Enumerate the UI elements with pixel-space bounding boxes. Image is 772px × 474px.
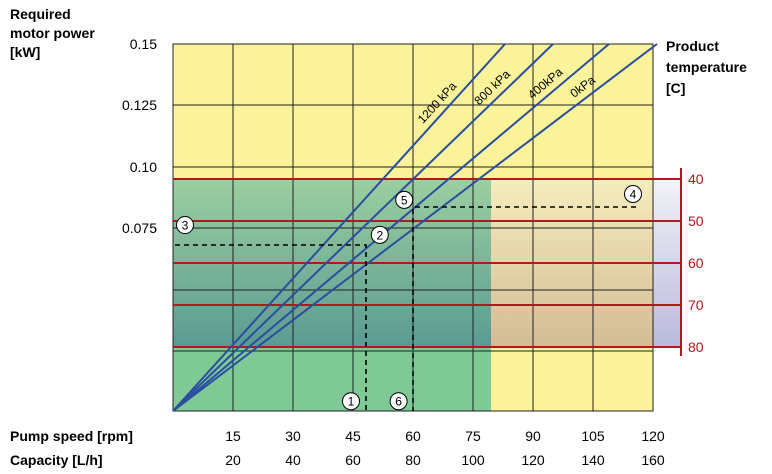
speed-tick-1: 30 xyxy=(285,428,301,444)
marker-1: 1 xyxy=(342,392,360,411)
marker-5: 5 xyxy=(395,190,414,209)
speed-tick-5: 90 xyxy=(525,428,541,444)
capacity-tick-0: 20 xyxy=(225,452,241,468)
marker-circle-5 xyxy=(395,190,414,209)
speed-tick-3: 60 xyxy=(405,428,421,444)
temperature-tick-0: 40 xyxy=(688,171,704,187)
capacity-tick-4: 100 xyxy=(461,452,485,468)
y-axis-title-line-2: motor power xyxy=(10,25,95,41)
series-line-1200-kpa xyxy=(172,43,506,412)
speed-tick-2: 45 xyxy=(345,428,361,444)
marker-circle-1 xyxy=(342,392,360,411)
marker-circle-2 xyxy=(370,225,389,244)
series-layer xyxy=(172,43,658,412)
marker-2: 2 xyxy=(370,225,389,244)
temperature-tick-2: 60 xyxy=(688,255,704,271)
speed-tick-0: 15 xyxy=(225,428,241,444)
marker-label-4: 4 xyxy=(630,187,637,201)
dashed-guide-high xyxy=(412,206,636,411)
marker-label-6: 6 xyxy=(395,395,402,409)
temperature-title-line-2: temperature xyxy=(666,59,747,75)
marker-label-3: 3 xyxy=(182,219,189,233)
temperature-tick-3: 70 xyxy=(688,297,704,313)
temperature-axis-title: Product temperature [C] xyxy=(666,38,747,96)
markers: 1 2 3 4 5 6 xyxy=(176,184,642,411)
capacity-tick-2: 60 xyxy=(345,452,361,468)
x-capacity-tick-labels: 20 40 60 80 100 120 140 160 xyxy=(225,452,665,468)
marker-4: 4 xyxy=(624,184,642,203)
marker-6: 6 xyxy=(389,392,408,411)
marker-label-5: 5 xyxy=(401,193,408,207)
y-axis-title: Required motor power [kW] xyxy=(10,6,95,60)
y-tick-0: 0.15 xyxy=(130,36,157,52)
temperature-tick-4: 80 xyxy=(688,339,704,355)
y-tick-labels: 0.15 0.125 0.10 0.075 xyxy=(122,36,157,236)
capacity-tick-1: 40 xyxy=(285,452,301,468)
temperature-tick-1: 50 xyxy=(688,213,704,229)
dashed-guide-low xyxy=(175,244,367,411)
x-axis-title-capacity: Capacity [L/h] xyxy=(10,452,103,468)
temperature-title-line-1: Product xyxy=(666,38,719,54)
series-line-800-kpa xyxy=(172,43,554,412)
marker-3: 3 xyxy=(176,216,194,235)
marker-label-2: 2 xyxy=(376,228,383,242)
y-axis-title-line-3: [kW] xyxy=(10,44,40,60)
y-axis-title-line-1: Required xyxy=(10,6,71,22)
series-line-400kpa xyxy=(172,43,610,412)
x-axis-title-speed: Pump speed [rpm] xyxy=(10,428,133,444)
capacity-tick-3: 80 xyxy=(405,452,421,468)
marker-circle-4 xyxy=(624,184,642,203)
marker-label-1: 1 xyxy=(348,395,355,409)
capacity-tick-6: 140 xyxy=(581,452,605,468)
y-tick-3: 0.075 xyxy=(122,220,157,236)
capacity-tick-7: 160 xyxy=(641,452,665,468)
temperature-tick-labels: 40 50 60 70 80 xyxy=(688,171,704,355)
speed-tick-6: 105 xyxy=(581,428,605,444)
dashed-guides xyxy=(175,206,636,411)
series-line-0kpa xyxy=(172,43,658,412)
capacity-tick-5: 120 xyxy=(521,452,545,468)
y-tick-2: 0.10 xyxy=(130,159,157,175)
speed-tick-4: 75 xyxy=(465,428,481,444)
marker-circle-3 xyxy=(176,216,194,235)
marker-circle-6 xyxy=(389,392,408,411)
temperature-title-line-3: [C] xyxy=(666,80,685,96)
y-tick-1: 0.125 xyxy=(122,97,157,113)
x-speed-tick-labels: 15 30 45 60 75 90 105 120 xyxy=(225,428,665,444)
speed-tick-7: 120 xyxy=(641,428,665,444)
